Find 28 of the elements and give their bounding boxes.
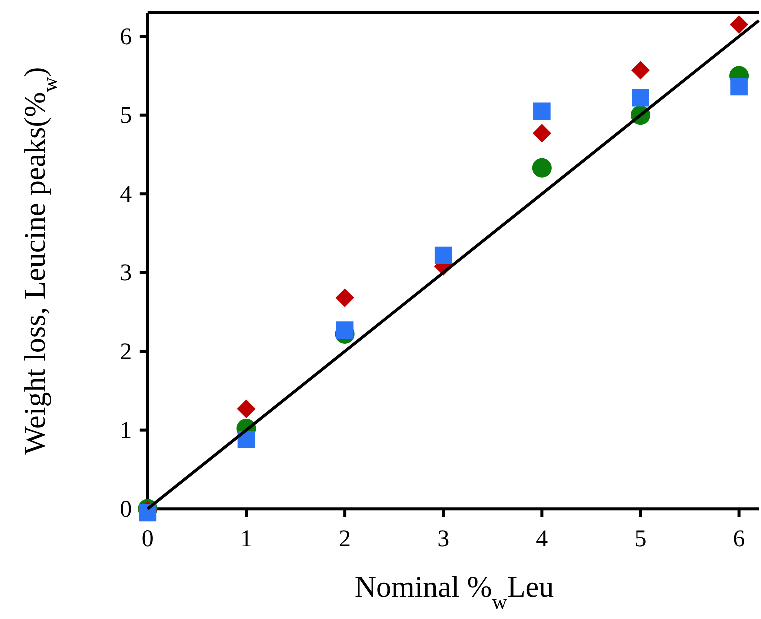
point <box>534 102 551 120</box>
x-tick-label: 5 <box>634 526 647 552</box>
y-tick-label: 6 <box>120 24 132 50</box>
y-tick-label: 2 <box>120 339 132 366</box>
point <box>336 322 354 339</box>
point <box>632 89 650 107</box>
x-tick-label: 2 <box>339 526 352 552</box>
x-tick-label: 4 <box>536 526 548 552</box>
point <box>237 400 256 418</box>
point <box>532 158 552 178</box>
x-tick-label: 1 <box>240 526 252 552</box>
point <box>139 504 157 522</box>
x-tick-label: 3 <box>438 526 450 552</box>
y-tick-label: 3 <box>120 260 132 287</box>
point <box>238 431 256 448</box>
y-tick-label: 5 <box>120 103 132 130</box>
x-axis-title: Nominal %$_{w}$Leu <box>354 571 554 614</box>
y-tick-label: 1 <box>120 418 132 444</box>
point <box>532 124 552 143</box>
point <box>730 16 749 34</box>
x-tick-label: 6 <box>733 526 746 552</box>
y-tick-label: 4 <box>120 182 132 208</box>
y-tick-label: 0 <box>120 496 132 523</box>
x-tick-label: 0 <box>142 526 154 552</box>
point <box>730 78 748 96</box>
point <box>631 61 650 80</box>
point <box>336 288 354 308</box>
point <box>434 246 452 264</box>
